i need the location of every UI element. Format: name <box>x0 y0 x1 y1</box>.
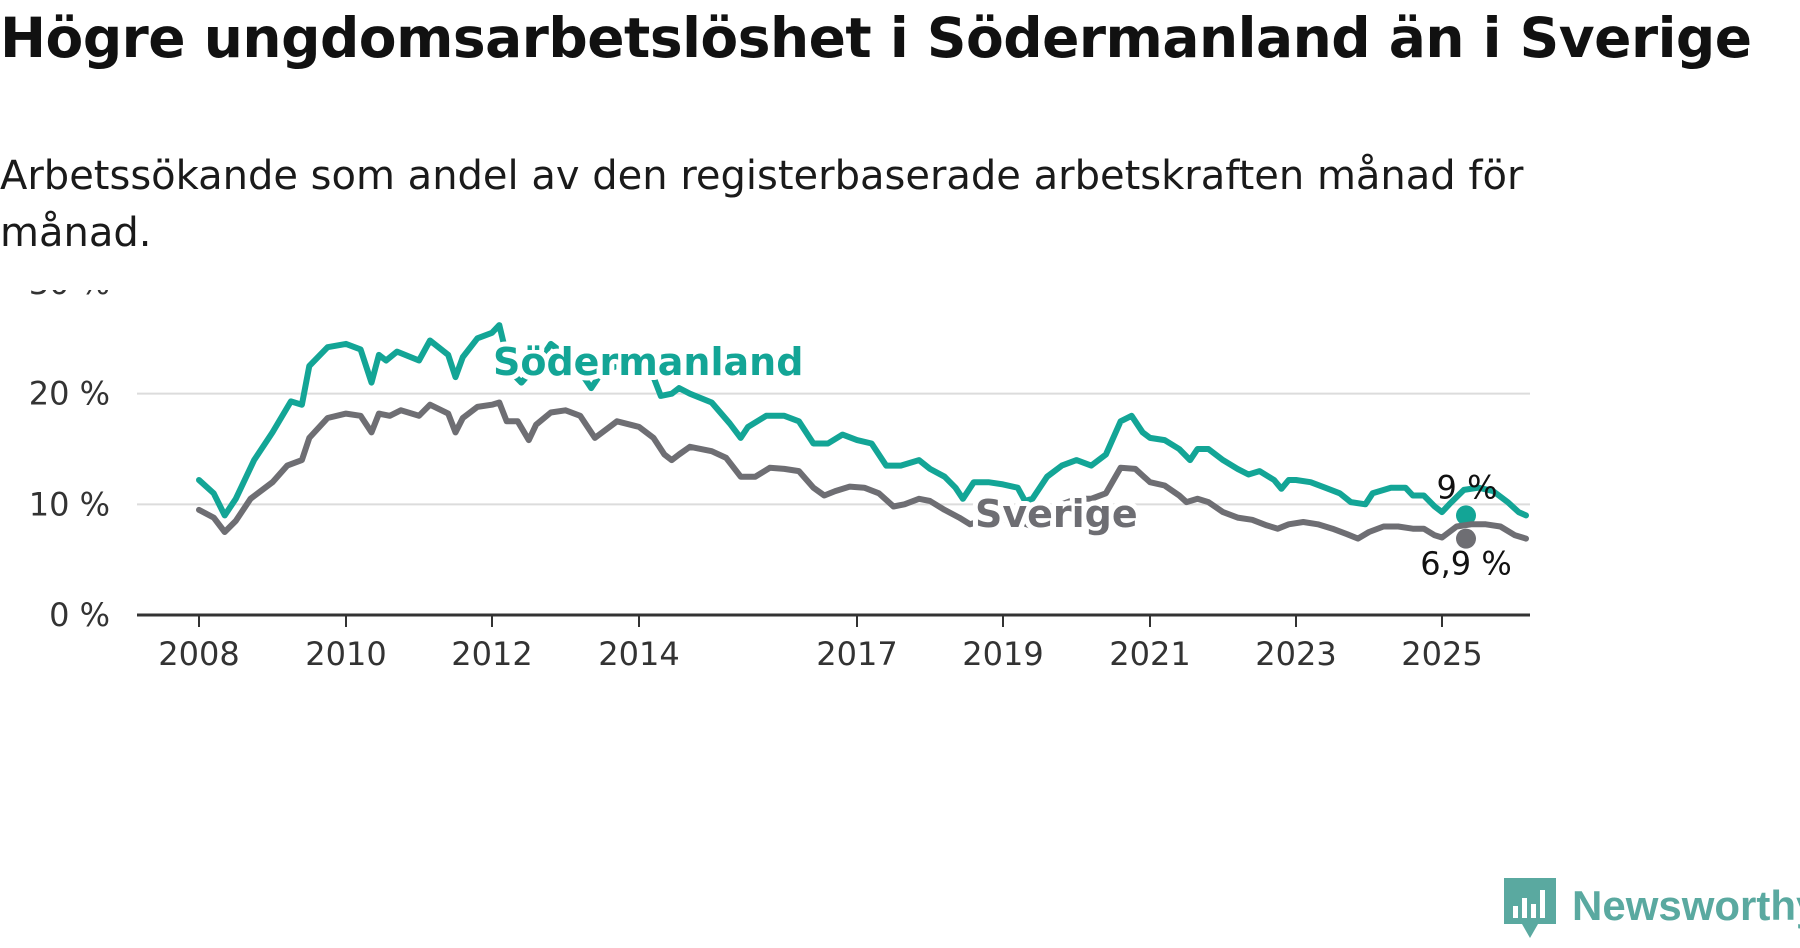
grid-lines <box>137 392 1530 506</box>
newsworthy-logo: Newsworthy <box>1500 868 1800 948</box>
chart-subtitle: Arbetssökande som andel av den registerb… <box>0 153 1524 256</box>
x-tick-label: 2012 <box>451 635 532 673</box>
brand-name: Newsworthy <box>1572 882 1800 929</box>
y-tick-label: 10 % <box>29 485 110 523</box>
y-tick-label: 20 % <box>29 375 110 413</box>
x-tick-label: 2023 <box>1255 635 1336 673</box>
x-tick-label: 2025 <box>1401 635 1482 673</box>
series-lines <box>196 322 1529 549</box>
end-point-0 <box>1456 505 1476 526</box>
end-value-label-0: 9 % <box>1437 468 1498 506</box>
y-tick-label: 0 % <box>49 596 110 634</box>
series-labels: 9 % 6,9 % Södermanland Sverige <box>488 335 1512 583</box>
series-line-1 <box>196 399 1529 542</box>
line-chart: 0 % 10 % 20 % 30 % 2008 2010 2012 2014 2017 2019… <box>29 290 1530 673</box>
y-tick-label: 30 % <box>29 290 110 302</box>
x-tick-label: 2014 <box>598 635 679 673</box>
x-tick-label: 2017 <box>816 635 897 673</box>
x-tick-label: 2010 <box>305 635 386 673</box>
end-value-label-1: 6,9 % <box>1420 545 1511 583</box>
x-tick-label: 2019 <box>962 635 1043 673</box>
series-line-0 <box>196 322 1529 519</box>
x-axis: 2008 2010 2012 2014 2017 2019 2021 2023 2025 <box>137 613 1530 673</box>
chart-title: Högre ungdomsarbetslöshet i Södermanland… <box>0 6 1752 70</box>
x-tick-label: 2021 <box>1109 635 1190 673</box>
end-point-1 <box>1456 528 1476 549</box>
series-name-sverige: Sverige <box>975 492 1138 536</box>
x-tick-label: 2008 <box>158 635 239 673</box>
series-name-sodermanland: Södermanland <box>493 340 803 384</box>
y-axis-ticks: 0 % 10 % 20 % 30 % <box>29 290 110 634</box>
chart-logo-icon <box>1504 878 1556 938</box>
